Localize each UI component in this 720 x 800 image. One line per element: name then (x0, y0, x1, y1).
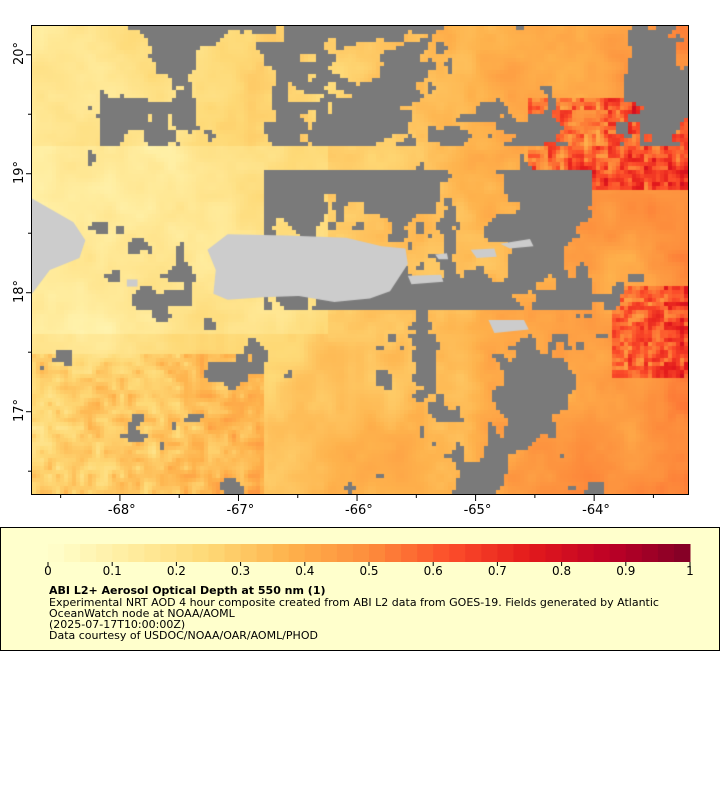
colorbar-segment (417, 544, 434, 562)
colorbar-tick-label: 1 (686, 564, 694, 578)
legend-line: Data courtesy of USDOC/NOAA/OAR/AOML/PHO… (49, 629, 318, 642)
colorbar-tick-label: 0.5 (359, 564, 379, 578)
colorbar-segment (593, 544, 611, 562)
legend-description: Experimental NRT AOD 4 hour composite cr… (49, 597, 689, 641)
colorbar-segment (561, 544, 579, 562)
legend-title: ABI L2+ Aerosol Optical Depth at 550 nm … (49, 584, 326, 597)
colorbar-segment (465, 544, 482, 562)
colorbar-tick-labels: 0 0.1 0.2 0.3 0.4 0.5 0.6 0.7 0.8 0.9 1 (1, 528, 720, 588)
colorbar-segment (481, 544, 498, 562)
colorbar-tick-label: 0.6 (423, 564, 443, 578)
colorbar-segment (80, 544, 97, 562)
colorbar-segment (449, 544, 466, 562)
lat-tick-label: 18° (12, 279, 27, 303)
legend-line: Experimental NRT AOD 4 hour composite cr… (49, 596, 659, 609)
colorbar-segment (240, 544, 258, 562)
colorbar-tick-label: 0.4 (295, 564, 315, 578)
colorbar-segment (208, 544, 226, 562)
colorbar-segment (64, 544, 81, 562)
colorbar-segment (529, 544, 547, 562)
colorbar-segment (673, 544, 691, 562)
colorbar-segment (385, 544, 402, 562)
colorbar-tick-label: 0.9 (616, 564, 636, 578)
lat-tick-label: 20° (12, 41, 27, 65)
colorbar-segment (320, 544, 338, 562)
aod-heatmap[interactable] (32, 26, 688, 494)
colorbar-segment (48, 544, 65, 562)
colorbar-segment (336, 544, 354, 562)
colorbar-segment (112, 544, 129, 562)
lon-tick-label: -68° (107, 503, 136, 518)
lat-tick-label: 19° (12, 160, 27, 184)
colorbar-segment (128, 544, 145, 562)
colorbar (47, 544, 691, 566)
lon-tick-label: -66° (345, 503, 373, 518)
colorbar-tick-label: 0.3 (231, 564, 251, 578)
colorbar-segment (272, 544, 290, 562)
colorbar-segment (577, 544, 595, 562)
colorbar-segment (545, 544, 563, 562)
colorbar-segment (160, 544, 177, 562)
colorbar-segment (513, 544, 530, 562)
lon-tick-label: -65° (463, 503, 492, 518)
colorbar-segment (609, 544, 627, 562)
colorbar-tick-label: 0.7 (487, 564, 507, 578)
legend-panel: 0 0.1 0.2 0.3 0.4 0.5 0.6 0.7 0.8 0.9 1 ABI L2+ Ae… (0, 527, 720, 651)
colorbar-segment (144, 544, 161, 562)
colorbar-segment (256, 544, 274, 562)
colorbar-tick-label: 0.8 (552, 564, 572, 578)
colorbar-segment (192, 544, 209, 562)
colorbar-segment (433, 544, 450, 562)
colorbar-segment (401, 544, 418, 562)
colorbar-segment (369, 544, 386, 562)
colorbar-segment (352, 544, 370, 562)
colorbar-segment (497, 544, 514, 562)
lon-tick-label: -64° (582, 503, 610, 518)
colorbar-segment (224, 544, 242, 562)
colorbar-segment (625, 544, 643, 562)
legend-line: (2025-07-17T10:00:00Z) (49, 618, 186, 631)
lon-tick-label: -67° (226, 503, 255, 518)
legend-line: OceanWatch node at NOAA/AOML (49, 607, 235, 620)
colorbar-tick-label: 0.1 (102, 564, 122, 578)
colorbar-tick-label: 0.2 (166, 564, 186, 578)
map-axes (26, 54, 654, 501)
colorbar-segment (304, 544, 322, 562)
colorbar-segment (96, 544, 113, 562)
lat-tick-label: 17° (12, 398, 27, 422)
colorbar-segment (641, 544, 659, 562)
aod-map[interactable] (31, 25, 689, 495)
colorbar-tick-label: 0 (44, 564, 52, 578)
colorbar-segment (657, 544, 675, 562)
colorbar-segment (288, 544, 306, 562)
colorbar-segment (176, 544, 193, 562)
